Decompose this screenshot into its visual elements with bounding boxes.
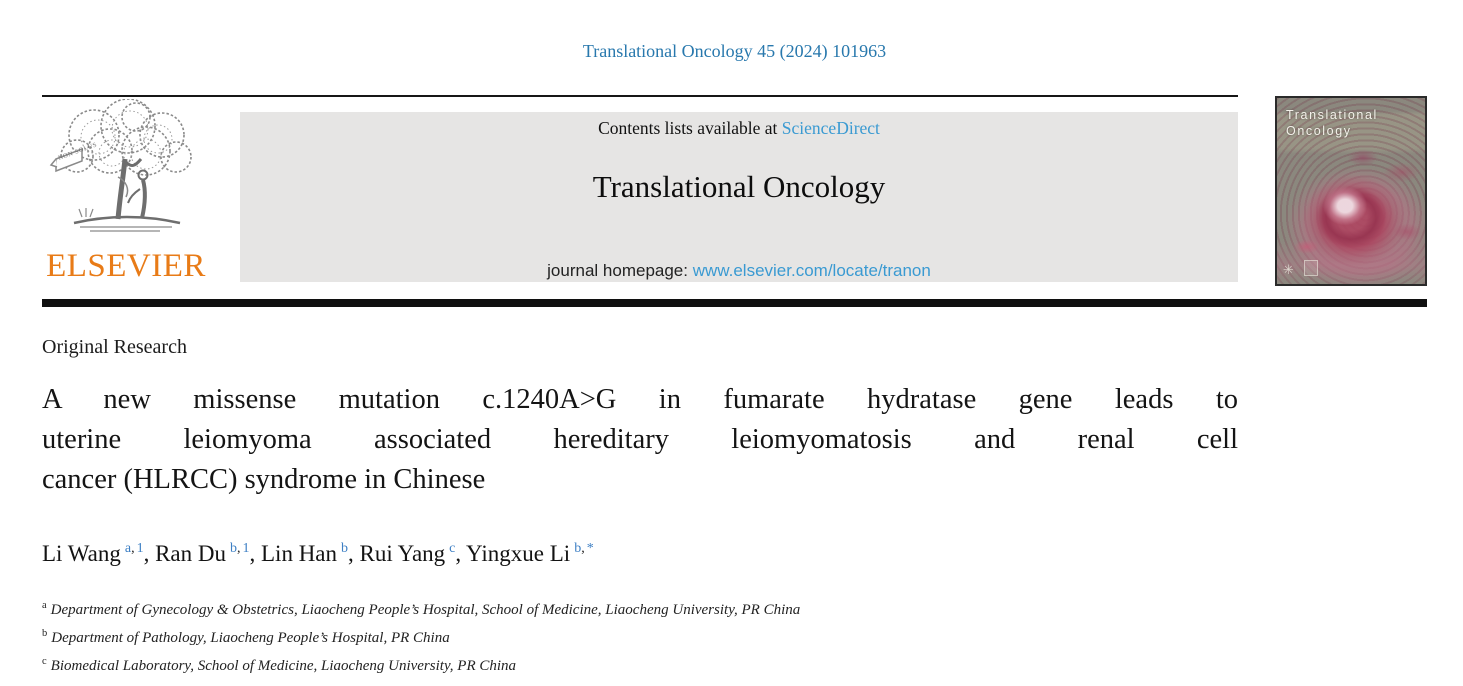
author: Rui Yang c bbox=[360, 541, 456, 566]
author-name: Yingxue Li bbox=[466, 541, 571, 566]
author: Li Wang a, 1 bbox=[42, 541, 144, 566]
article-title-line: uterine leiomyoma associated hereditary … bbox=[42, 424, 1238, 455]
author: Ran Du b, 1 bbox=[155, 541, 249, 566]
elsevier-wordmark: ELSEVIER bbox=[46, 248, 206, 284]
affiliation-superscript: c bbox=[42, 656, 47, 667]
affiliation: c Biomedical Laboratory, School of Medici… bbox=[42, 653, 1042, 681]
elsevier-logo[interactable]: NON SOLUS ELSEVIER bbox=[46, 99, 210, 289]
author-superscript-link[interactable]: b bbox=[341, 541, 349, 556]
cover-tree-logo-icon bbox=[1304, 260, 1318, 276]
affiliation: b Department of Pathology, Liaocheng Peop… bbox=[42, 625, 1042, 653]
author-superscript-link[interactable]: b, 1 bbox=[230, 541, 250, 556]
masthead-bottom-rule bbox=[42, 299, 1427, 307]
journal-title: Translational Oncology bbox=[592, 169, 886, 204]
author-name: Li Wang bbox=[42, 541, 121, 566]
journal-homepage-link[interactable]: www.elsevier.com/locate/tranon bbox=[692, 261, 931, 280]
author-separator: , bbox=[348, 541, 360, 566]
citation-link[interactable]: Translational Oncology 45 (2024) 101963 bbox=[582, 41, 887, 61]
contents-prefix-text: Contents lists available at bbox=[598, 118, 778, 138]
cover-sun-logo-icon: ✳ bbox=[1283, 263, 1294, 278]
affiliation: a Department of Gynecology & Obstetrics, … bbox=[42, 597, 1042, 625]
article-title: A new missense mutation c.1240A>G in fum… bbox=[42, 380, 1238, 500]
affiliation-superscript: b bbox=[42, 628, 48, 639]
affiliation-superscript: a bbox=[42, 600, 47, 611]
author-name: Ran Du bbox=[155, 541, 226, 566]
journal-homepage-line: journal homepage: www.elsevier.com/locat… bbox=[240, 261, 1238, 281]
masthead-banner: Contents lists available at ScienceDirec… bbox=[240, 112, 1238, 282]
article-title-line: A new missense mutation c.1240A>G in fum… bbox=[42, 384, 1238, 415]
author: Yingxue Li b, * bbox=[466, 541, 594, 566]
journal-cover-thumbnail[interactable]: Translational Oncology ✳ bbox=[1275, 96, 1427, 286]
author: Lin Han b bbox=[261, 541, 348, 566]
article-title-line: cancer (HLRCC) syndrome in Chinese bbox=[42, 464, 486, 495]
author-separator: , bbox=[143, 541, 156, 566]
cover-journal-title: Translational Oncology bbox=[1286, 108, 1378, 138]
affiliation-list: a Department of Gynecology & Obstetrics, … bbox=[42, 597, 1042, 681]
citation-line: Translational Oncology 45 (2024) 101963 bbox=[42, 41, 1427, 62]
contents-availability-line: Contents lists available at ScienceDirec… bbox=[240, 118, 1238, 139]
author-superscript-link[interactable]: b, * bbox=[574, 541, 594, 556]
author-name: Rui Yang bbox=[359, 541, 446, 566]
affiliation-text: Biomedical Laboratory, School of Medicin… bbox=[50, 658, 517, 674]
affiliation-text: Department of Gynecology & Obstetrics, L… bbox=[50, 602, 801, 618]
affiliation-text: Department of Pathology, Liaocheng Peopl… bbox=[51, 630, 450, 646]
cover-histology-image bbox=[1277, 98, 1425, 284]
author-name: Lin Han bbox=[261, 541, 338, 566]
homepage-prefix-text: journal homepage: bbox=[547, 261, 688, 280]
author-superscript-link[interactable]: a, 1 bbox=[124, 541, 144, 556]
elsevier-tree-icon: NON SOLUS bbox=[49, 99, 192, 232]
sciencedirect-link[interactable]: ScienceDirect bbox=[781, 118, 880, 138]
author-list: Li Wang a, 1, Ran Du b, 1, Lin Han b, Rui Yan… bbox=[42, 541, 1342, 567]
author-separator: , bbox=[455, 541, 467, 566]
author-separator: , bbox=[249, 541, 261, 566]
masthead-top-rule bbox=[42, 95, 1238, 97]
author-superscript-link[interactable]: c bbox=[449, 541, 456, 556]
article-category: Original Research bbox=[42, 336, 187, 358]
